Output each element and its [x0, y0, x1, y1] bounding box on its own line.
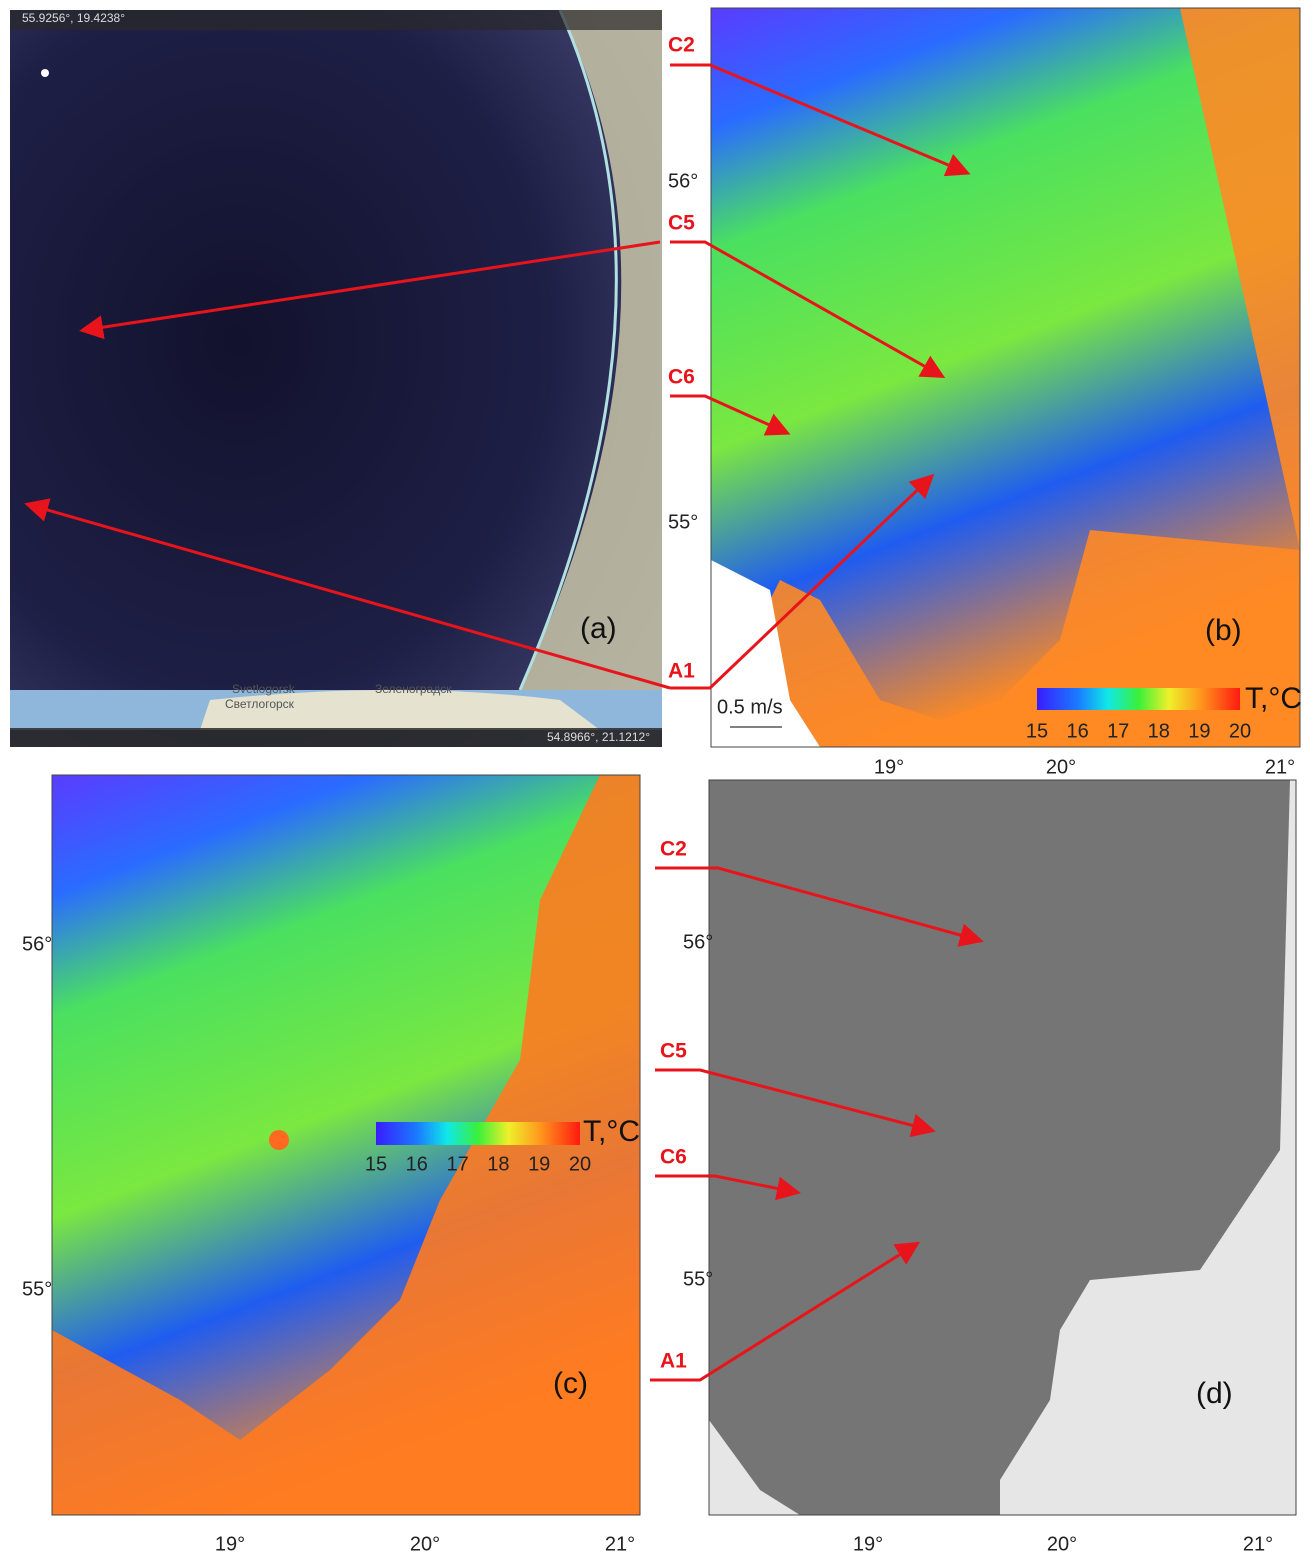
lat-label: 56° — [668, 170, 698, 192]
scale-label: 0.5 m/s — [717, 696, 783, 718]
figure: 55.9256°, 19.4238° 54.8966°, 21.1212° Svet… — [0, 0, 1311, 1553]
colorbar-tick: 16 — [406, 1153, 428, 1175]
colorbar-tick: 15 — [1026, 720, 1048, 742]
lon-label: 20° — [1047, 1533, 1077, 1553]
colorbar-tick: 15 — [365, 1153, 387, 1175]
place: Зеленоградск — [375, 682, 452, 696]
lon-label: 19° — [874, 756, 904, 778]
colorbar-tick: 16 — [1066, 720, 1088, 742]
place: Светлогорск — [225, 697, 295, 711]
annotation: C2 — [668, 34, 695, 57]
coord: 55.9256°, 19.4238° — [22, 11, 125, 25]
annotation: C6 — [660, 1146, 687, 1169]
annotation: C6 — [668, 366, 695, 389]
colorbar-title: T,°C — [1245, 682, 1302, 715]
panel-label: (c) — [553, 1367, 588, 1400]
colorbar-tick: 17 — [1107, 720, 1129, 742]
colorbar-tick: 19 — [528, 1153, 550, 1175]
colorbar-tick: 20 — [569, 1153, 591, 1175]
lon-label: 20° — [1046, 756, 1076, 778]
coord: 54.8966°, 21.1212° — [547, 730, 650, 744]
colorbar-tick: 18 — [1148, 720, 1170, 742]
lat-label: 56° — [683, 931, 713, 953]
place: Svetlogorsk — [232, 682, 296, 696]
lon-label: 20° — [410, 1533, 440, 1553]
annotation: C5 — [660, 1040, 687, 1063]
colorbar-tick: 17 — [446, 1153, 468, 1175]
colorbar — [376, 1122, 580, 1145]
lat-label: 56° — [22, 933, 52, 955]
lon-label: 21° — [1265, 756, 1295, 778]
colorbar — [1037, 688, 1240, 710]
lon-label: 21° — [605, 1533, 635, 1553]
lon-label: 19° — [215, 1533, 245, 1553]
panel-label: (d) — [1196, 1377, 1233, 1410]
colorbar-tick: 20 — [1229, 720, 1251, 742]
annotation: C5 — [668, 212, 695, 235]
colorbar-title: T,°C — [583, 1115, 640, 1148]
annotation: C2 — [660, 838, 687, 861]
annotation: A1 — [660, 1350, 687, 1373]
annotation: A1 — [668, 660, 695, 683]
panel-label: (b) — [1205, 614, 1242, 647]
colorbar-tick: 18 — [487, 1153, 509, 1175]
lon-label: 19° — [853, 1533, 883, 1553]
lat-label: 55° — [668, 511, 698, 533]
panel-a — [10, 10, 662, 747]
colorbar-tick: 19 — [1188, 720, 1210, 742]
lat-label: 55° — [683, 1268, 713, 1290]
panel-label: (a) — [580, 612, 617, 645]
lat-label: 55° — [22, 1278, 52, 1300]
lon-label: 21° — [1243, 1533, 1273, 1553]
